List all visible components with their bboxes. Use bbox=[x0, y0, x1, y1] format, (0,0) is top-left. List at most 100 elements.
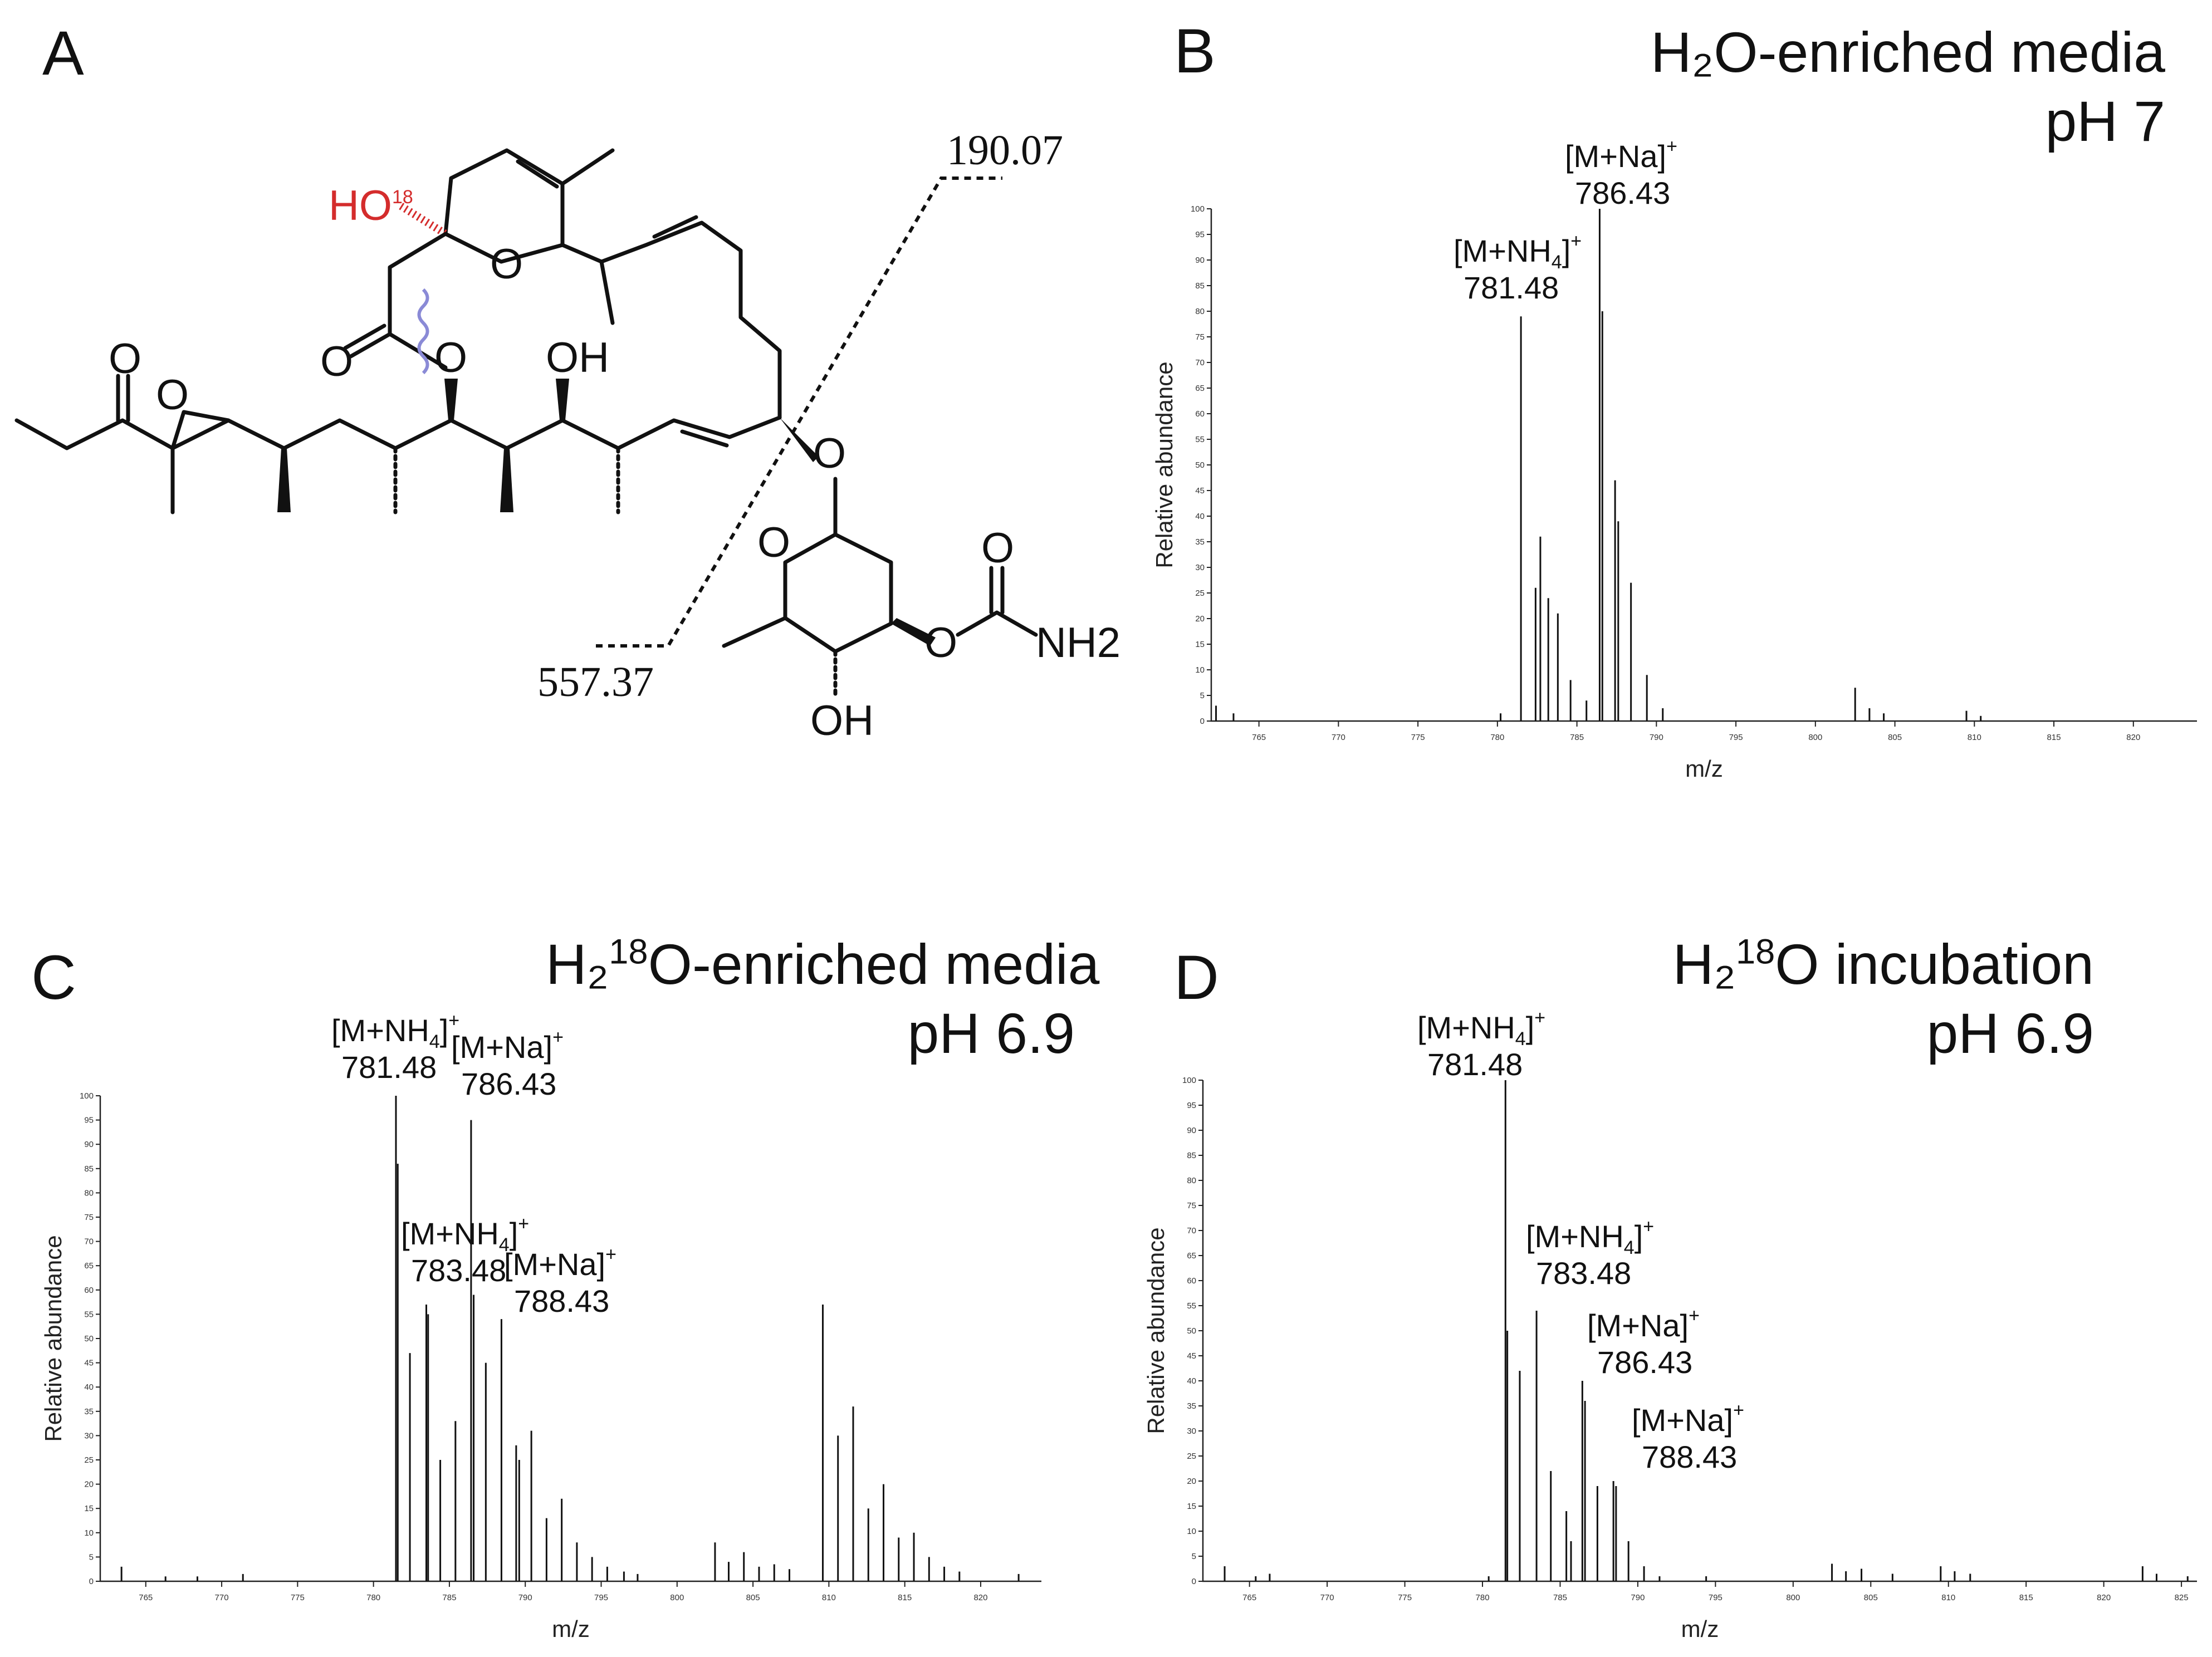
panel-d-title-line1: H₂18O incubation bbox=[1672, 932, 2094, 996]
lactone-arm bbox=[388, 232, 448, 370]
spectrum-d-ytick-label: 5 bbox=[1192, 1552, 1196, 1561]
spectrum-c-xtick-label: 770 bbox=[215, 1593, 229, 1602]
carbonyl-o2-label: O bbox=[320, 338, 353, 385]
spectrum-b-ylabel: Relative abundance bbox=[1151, 361, 1177, 568]
spectrum-b-ytick-label: 45 bbox=[1195, 486, 1205, 496]
lactone-co bbox=[349, 332, 392, 359]
lactone-co-2 bbox=[343, 323, 386, 350]
spectrum-d-annotation-mz: 788.43 bbox=[1642, 1439, 1737, 1474]
cleavage-wavy-line bbox=[417, 288, 429, 375]
spectrum-c-ytick-label: 100 bbox=[80, 1091, 94, 1101]
spectrum-b-ytick-label: 35 bbox=[1195, 537, 1205, 547]
panel-letter-a: A bbox=[42, 18, 84, 88]
spectrum-c-xtick-label: 765 bbox=[139, 1593, 153, 1602]
spectrum-d-ytick-label: 95 bbox=[1187, 1101, 1196, 1110]
spectrum-b-ytick-label: 50 bbox=[1195, 460, 1205, 470]
spectrum-c-ytick-label: 60 bbox=[84, 1286, 94, 1295]
spectrum-d-ytick-label: 50 bbox=[1187, 1326, 1196, 1336]
epoxide-o-label: O bbox=[156, 371, 189, 419]
spectrum-c-ytick-label: 35 bbox=[84, 1407, 94, 1416]
panel-c-title-line2: pH 6.9 bbox=[907, 1002, 1075, 1066]
panel-d-title: H₂18O incubation pH 6.9 bbox=[1615, 930, 2094, 1068]
ho18-hash-bond bbox=[399, 203, 448, 237]
spectrum-c-ytick-label: 5 bbox=[89, 1552, 94, 1562]
panel-b-title-line2: pH 7 bbox=[2045, 90, 2165, 154]
spectrum-b-xtick-label: 810 bbox=[1968, 733, 1981, 742]
spectrum-b-ytick-label: 70 bbox=[1195, 358, 1205, 367]
spectrum-b-ytick-label: 65 bbox=[1195, 384, 1205, 393]
spectrum-b-xtick-label: 815 bbox=[2047, 733, 2061, 742]
spectrum-b-xtick-label: 820 bbox=[2126, 733, 2140, 742]
spectrum-d-ytick-label: 60 bbox=[1187, 1276, 1196, 1286]
spectrum-b-xtick-label: 805 bbox=[1888, 733, 1902, 742]
spectrum-d-ytick-label: 20 bbox=[1187, 1477, 1196, 1486]
oh-sugar-label: OH bbox=[810, 697, 874, 744]
alkene-double bbox=[680, 429, 729, 448]
spectrum-c-ytick-label: 15 bbox=[84, 1504, 94, 1513]
spectrum-b-ytick-label: 20 bbox=[1195, 614, 1205, 624]
carbamate bbox=[956, 610, 1038, 637]
spectrum-d-ytick-label: 10 bbox=[1187, 1527, 1196, 1536]
spectrum-d-ytick-label: 35 bbox=[1187, 1401, 1196, 1411]
spectrum-b-ytick-label: 75 bbox=[1195, 332, 1205, 342]
panel-letter-c: C bbox=[31, 943, 76, 1012]
spectrum-c-xtick-label: 790 bbox=[518, 1593, 532, 1602]
spectrum-d-annotation-ion: [M+NH4]+ bbox=[1526, 1216, 1654, 1258]
spectrum-d-annotation-ion: [M+Na]+ bbox=[1632, 1400, 1744, 1438]
spectrum-b-ytick-label: 10 bbox=[1195, 665, 1205, 675]
spectrum-c-ytick-label: 80 bbox=[84, 1188, 94, 1198]
carbamate-o1-label: O bbox=[924, 619, 957, 666]
spectrum-b-ytick-label: 90 bbox=[1195, 256, 1205, 265]
spectrum-d-ytick-label: 55 bbox=[1187, 1301, 1196, 1311]
spectrum-c-ytick-label: 0 bbox=[89, 1577, 94, 1586]
spectrum-d-xtick-label: 800 bbox=[1786, 1593, 1800, 1602]
spectrum-d-ytick-label: 85 bbox=[1187, 1151, 1196, 1160]
fragmentation-line bbox=[596, 177, 1002, 648]
spectrum-b-xtick-label: 790 bbox=[1650, 733, 1663, 742]
spectrum-b-ytick-label: 25 bbox=[1195, 589, 1205, 598]
spectrum-b-ytick-label: 15 bbox=[1195, 640, 1205, 649]
spectrum-d-ytick-label: 90 bbox=[1187, 1126, 1196, 1135]
spectrum-c-ytick-label: 70 bbox=[84, 1237, 94, 1247]
spectrum-c-ytick-label: 95 bbox=[84, 1116, 94, 1125]
wedge-oh bbox=[556, 379, 569, 420]
spectrum-d-xtick-label: 825 bbox=[2175, 1593, 2189, 1602]
spectrum-b-ytick-label: 95 bbox=[1195, 230, 1205, 239]
ring-o-label: O bbox=[490, 241, 523, 288]
wedge-methyl-1 bbox=[277, 448, 291, 512]
spectrum-c-ytick-label: 65 bbox=[84, 1261, 94, 1271]
spectrum-c-xtick-label: 805 bbox=[746, 1593, 760, 1602]
spectrum-d-xtick-label: 790 bbox=[1631, 1593, 1645, 1602]
spectrum-c-annotation-ion: [M+NH4]+ bbox=[331, 1010, 459, 1052]
spectrum-b-annotation-ion: [M+Na]+ bbox=[1565, 136, 1677, 174]
spectrum-d-ylabel: Relative abundance bbox=[1143, 1227, 1169, 1434]
spectrum-d-ytick-label: 80 bbox=[1187, 1176, 1196, 1185]
spectrum-d-ytick-label: 75 bbox=[1187, 1201, 1196, 1210]
spectrum-d-annotation-mz: 783.48 bbox=[1536, 1256, 1631, 1291]
spectrum-d-ytick-label: 70 bbox=[1187, 1226, 1196, 1236]
spectrum-c-ytick-label: 45 bbox=[84, 1359, 94, 1368]
spectrum-b-xtick-label: 800 bbox=[1808, 733, 1822, 742]
spectrum-c-xtick-label: 820 bbox=[973, 1593, 987, 1602]
spectrum-b-xtick-label: 785 bbox=[1570, 733, 1584, 742]
ethyl-ketone-chain bbox=[14, 418, 175, 450]
spectrum-c-ytick-label: 55 bbox=[84, 1310, 94, 1319]
sugar-ring-o-label: O bbox=[757, 519, 790, 566]
spectrum-d-axes bbox=[1202, 1080, 2197, 1582]
spectrum-b-xtick-label: 780 bbox=[1490, 733, 1504, 742]
spectrum-d-ytick-label: 100 bbox=[1182, 1076, 1196, 1085]
panel-letter-d: D bbox=[1174, 943, 1219, 1012]
spectrum-c-annotation-mz: 786.43 bbox=[461, 1066, 556, 1101]
pyran-link bbox=[560, 243, 604, 264]
spectrum-b-xtick-label: 795 bbox=[1729, 733, 1743, 742]
spectrum-c-ytick-label: 10 bbox=[84, 1528, 94, 1538]
spectrum-b-ytick-label: 40 bbox=[1195, 512, 1205, 521]
spectrum-d-annotation-ion: [M+Na]+ bbox=[1587, 1305, 1700, 1343]
spectrum-c-xtick-label: 775 bbox=[291, 1593, 305, 1602]
spectrum-b-xlabel: m/z bbox=[1685, 756, 1723, 782]
spectrum-b-ytick-label: 100 bbox=[1191, 204, 1205, 214]
spectrum-d-xtick-label: 780 bbox=[1476, 1593, 1490, 1602]
